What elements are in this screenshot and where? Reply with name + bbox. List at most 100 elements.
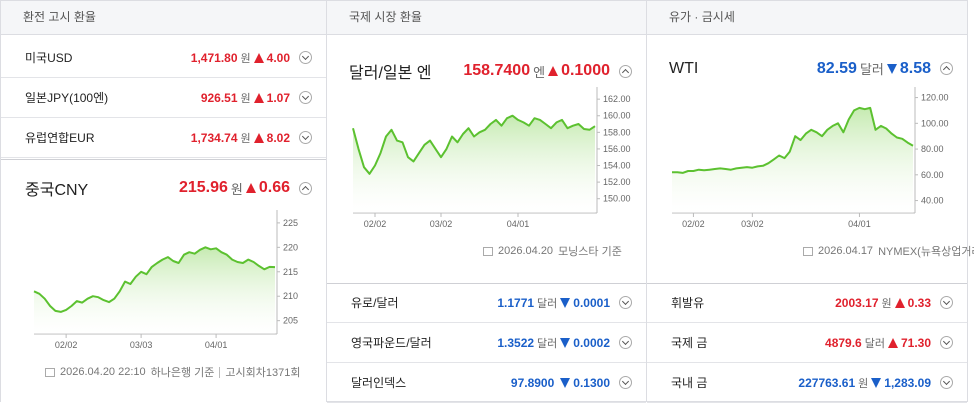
chart: 205 210 215 220 225 02/02 03/03 04/01 (33, 210, 298, 350)
chart-wrap: 40.00 60.00 80.00 100.00 120.00 02/02 03/02 04/… (647, 35, 969, 255)
toggle[interactable] (619, 296, 632, 309)
toggle[interactable] (299, 131, 312, 144)
quote-change: 4.00 (266, 50, 290, 65)
quote-change: 1.07 (266, 90, 290, 105)
x-tick-label: 02/02 (55, 340, 78, 350)
toggle[interactable] (940, 62, 953, 75)
toggle[interactable] (619, 376, 632, 389)
calendar-icon (483, 246, 493, 256)
footer-text: 모닝스타 기준 (558, 246, 622, 258)
toggle[interactable] (299, 51, 312, 64)
quote-unit: 달러 (537, 337, 558, 350)
quote-change: 0.0001 (573, 295, 610, 310)
quote-unit: 원 (240, 132, 251, 145)
arrow-shape (253, 132, 264, 143)
x-tick-label: 04/01 (205, 340, 228, 350)
quote: 158.7400 엔 0.1000 (463, 62, 610, 81)
quote-row: 국내 금 227763.61 원 1,283.09 (647, 363, 967, 403)
calendar-icon (803, 246, 813, 256)
change-arrow (548, 66, 559, 76)
arrow-shape (560, 337, 571, 348)
row-name: 휘발유 (671, 296, 705, 310)
y-tick-label: 152.00 (603, 177, 631, 187)
arrow-shape (871, 377, 882, 388)
change-arrow (894, 297, 905, 308)
featured-head: 중국CNY 215.96 원 0.66 (25, 176, 326, 200)
quote-change: 0.33 (907, 295, 931, 310)
area (34, 247, 275, 334)
quote-unit: 원 (230, 181, 243, 197)
quote-value: 1.3522 (497, 335, 535, 350)
row-name: 일본JPY(100엔) (25, 91, 109, 105)
row-name: 미국USD (25, 51, 73, 65)
quote-unit: 달러 (864, 337, 885, 350)
footer: 2026.04.17 NYMEX(뉴욕상업거래소) 기준 (803, 243, 974, 259)
toggle[interactable] (940, 376, 953, 389)
x-tick-label: 03/02 (741, 219, 764, 229)
row-name: 국제 금 (671, 336, 708, 350)
y-tick-label: 120.00 (921, 93, 949, 103)
quote-change: 1,283.09 (884, 375, 931, 390)
toggle[interactable] (940, 336, 953, 349)
quote-row: 유럽연합EUR 1,734.74 원 8.02 (1, 118, 326, 158)
quote-change: 8.58 (899, 59, 931, 77)
quote: 1.3522 달러 0.0002 (497, 335, 610, 351)
calendar-icon (45, 367, 55, 377)
quote-unit: 원 (240, 52, 251, 65)
change-arrow (253, 132, 264, 143)
quote: 2003.17 원 0.33 (835, 295, 931, 311)
quote-unit: 원 (881, 297, 892, 310)
y-tick-label: 205 (283, 316, 298, 326)
arrow-shape (548, 66, 559, 76)
toggle[interactable] (940, 296, 953, 309)
arrow-shape (886, 63, 897, 74)
divider (219, 366, 221, 378)
quote-unit: 엔 (533, 64, 546, 80)
chart: 40.00 60.00 80.00 100.00 120.00 02/02 03/02 04/… (672, 87, 949, 229)
change-arrow (245, 183, 256, 193)
panel-title: 유가 · 금시세 (647, 1, 967, 35)
quote-row: 미국USD 1,471.80 원 4.00 (1, 38, 326, 78)
quote-row: 국제 금 4879.6 달러 71.30 (647, 323, 967, 363)
toggle[interactable] (619, 336, 632, 349)
featured-head: WTI 82.59 달러 8.58 (669, 59, 967, 78)
footer: 2026.04.20 22:10 하나은행 기준 고시회차1371회 (45, 364, 301, 380)
quote-row: 유로/달러 1.1771 달러 0.0001 (327, 283, 646, 323)
area (353, 115, 595, 213)
featured: 중국CNY 215.96 원 0.66 205 210 215 220 225 02/02 03/0… (1, 159, 326, 402)
footer-text: 2026.04.17 (818, 245, 874, 257)
featured-head: 달러/일본 엔 158.7400 엔 0.1000 (349, 59, 646, 83)
change-arrow (560, 377, 571, 388)
toggle[interactable] (299, 91, 312, 104)
y-tick-label: 220 (283, 242, 298, 252)
y-tick-label: 80.00 (921, 144, 944, 154)
panel: 유가 · 금시세 WTI 82.59 달러 8.58 40.00 60.00 80.00 100… (646, 0, 974, 403)
featured: 달러/일본 엔 158.7400 엔 0.1000 150.00 152.00 154.00… (327, 35, 646, 283)
quote-unit: 원 (858, 377, 869, 390)
quote-value: 4879.6 (825, 335, 862, 350)
toggle[interactable] (299, 181, 312, 195)
quote-value: 158.7400 (463, 62, 531, 79)
arrow-shape (245, 183, 256, 193)
featured-name: WTI (669, 59, 699, 77)
quote-change: 0.1000 (561, 62, 610, 79)
y-tick-label: 156.00 (603, 144, 631, 154)
y-tick-label: 158.00 (603, 127, 631, 137)
quote: 4879.6 달러 71.30 (825, 335, 931, 351)
arrow-shape (560, 377, 571, 388)
rows-area: 휘발유 2003.17 원 0.33 국제 금 4879.6 달러 71.30 국내 금 2277… (647, 283, 967, 403)
line (672, 106, 914, 174)
quote-row: 일본JPY(100엔) 926.51 원 1.07 (1, 78, 326, 118)
change-arrow (560, 337, 571, 348)
change-arrow (253, 92, 264, 103)
row-name: 국내 금 (671, 376, 708, 390)
arrow-shape (560, 297, 571, 308)
panel-title: 환전 고시 환율 (1, 1, 326, 35)
quote-value: 227763.61 (798, 375, 856, 390)
row-name: 영국파운드/달러 (351, 336, 432, 350)
x-tick-label: 02/02 (364, 219, 387, 229)
quote-value: 215.96 (178, 179, 228, 196)
toggle[interactable] (619, 64, 632, 78)
